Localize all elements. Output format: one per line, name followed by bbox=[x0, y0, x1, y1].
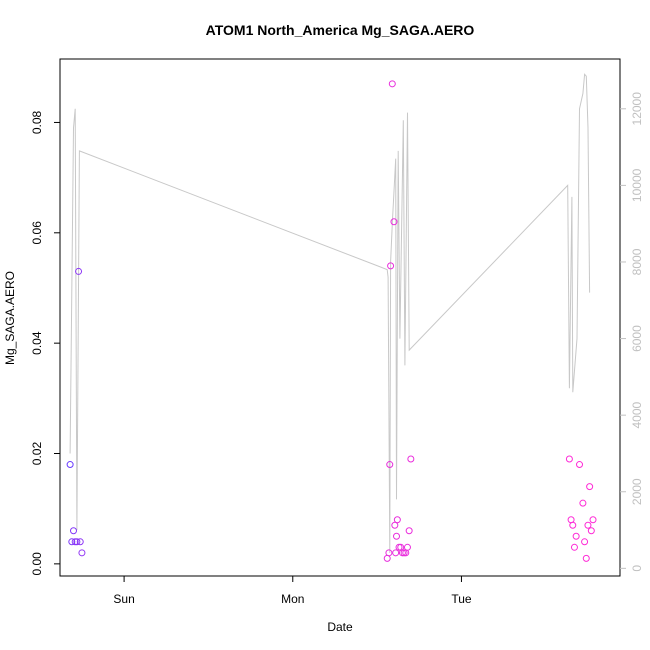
data-point bbox=[405, 527, 413, 535]
data-point bbox=[570, 543, 578, 551]
data-point bbox=[73, 538, 81, 546]
data-point bbox=[407, 455, 415, 463]
y2-tick-label: 8000 bbox=[630, 248, 644, 275]
data-point bbox=[68, 538, 76, 546]
y-tick-label: 0.04 bbox=[30, 331, 44, 355]
data-point bbox=[390, 218, 398, 226]
y2-tick-label: 10000 bbox=[630, 168, 644, 202]
data-point bbox=[75, 267, 83, 275]
data-point bbox=[584, 521, 592, 529]
data-point bbox=[392, 549, 400, 557]
x-axis: Sun Mon Tue bbox=[113, 576, 472, 606]
data-point bbox=[579, 499, 587, 507]
data-point bbox=[587, 527, 595, 535]
data-point bbox=[569, 521, 577, 529]
x-axis-label: Date bbox=[327, 620, 353, 634]
data-point bbox=[386, 461, 394, 469]
data-point bbox=[393, 516, 401, 524]
y-axis-left: 0.00 0.02 0.04 0.06 0.08 bbox=[30, 110, 60, 576]
line-series bbox=[69, 73, 591, 554]
data-point bbox=[391, 521, 399, 529]
y-axis-label: Mg_SAGA.AERO bbox=[3, 271, 17, 365]
y-tick-label: 0.06 bbox=[30, 221, 44, 245]
y2-tick-label: 4000 bbox=[630, 401, 644, 428]
y2-tick-label: 2000 bbox=[630, 478, 644, 505]
plot-area-frame bbox=[59, 58, 621, 577]
data-point bbox=[589, 516, 597, 524]
x-tick-label: Sun bbox=[113, 592, 134, 606]
x-tick-label: Mon bbox=[281, 592, 304, 606]
data-point bbox=[581, 538, 589, 546]
data-point bbox=[387, 262, 395, 270]
data-point bbox=[576, 461, 584, 469]
y-axis-right: 0 2000 4000 6000 8000 10000 12000 bbox=[620, 92, 644, 572]
y-tick-label: 0.00 bbox=[30, 552, 44, 576]
data-point bbox=[582, 554, 590, 562]
data-point bbox=[586, 483, 594, 491]
y-tick-label: 0.02 bbox=[30, 442, 44, 466]
data-point bbox=[385, 549, 393, 557]
data-point bbox=[388, 80, 396, 88]
y2-tick-label: 0 bbox=[630, 565, 644, 572]
data-point bbox=[393, 532, 401, 540]
y2-tick-label: 12000 bbox=[630, 92, 644, 126]
data-point bbox=[76, 538, 84, 546]
y-tick-label: 0.08 bbox=[30, 110, 44, 134]
data-point bbox=[565, 455, 573, 463]
data-point bbox=[572, 532, 580, 540]
data-point bbox=[66, 461, 74, 469]
data-point bbox=[78, 549, 86, 557]
point-series bbox=[66, 80, 597, 562]
series-line bbox=[69, 73, 591, 554]
data-point bbox=[69, 527, 77, 535]
data-point bbox=[403, 543, 411, 551]
y2-tick-label: 6000 bbox=[630, 325, 644, 352]
chart-title: ATOM1 North_America Mg_SAGA.AERO bbox=[206, 22, 475, 38]
x-tick-label: Tue bbox=[451, 592, 472, 606]
